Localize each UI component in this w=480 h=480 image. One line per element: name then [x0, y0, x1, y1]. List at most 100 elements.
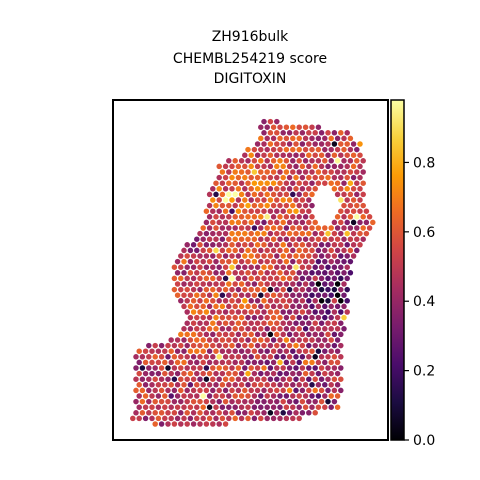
spatial-spot — [341, 214, 347, 220]
spatial-spot — [318, 163, 325, 170]
spatial-spot — [229, 264, 235, 270]
spatial-spot — [354, 247, 360, 254]
spatial-spot — [302, 180, 309, 186]
spatial-spot — [158, 354, 165, 360]
spatial-spot — [360, 191, 366, 198]
spatial-spot — [200, 337, 206, 343]
spatial-spot — [190, 242, 197, 248]
spatial-spot — [242, 354, 248, 360]
spatial-spot — [203, 354, 210, 360]
spatial-spot — [267, 264, 274, 270]
spatial-spot — [322, 292, 328, 298]
spatial-spot — [338, 342, 344, 349]
spatial-spot — [274, 264, 280, 270]
spatial-spot — [222, 421, 229, 427]
spatial-spot — [296, 214, 302, 220]
spatial-spot — [171, 286, 178, 293]
spatial-spot — [190, 376, 197, 382]
spatial-spot — [315, 247, 322, 254]
spatial-spot — [328, 225, 334, 231]
spatial-spot — [290, 404, 296, 410]
spatial-spot — [261, 331, 267, 338]
spatial-spot — [293, 365, 299, 371]
spatial-spot — [306, 174, 312, 181]
spatial-spot — [293, 130, 299, 136]
spatial-spot — [296, 348, 302, 354]
spatial-spot — [286, 253, 293, 259]
spatial-spot — [235, 230, 242, 237]
spatial-spot — [210, 309, 216, 315]
spatial-spot — [325, 342, 331, 349]
spatial-spot — [302, 146, 309, 153]
spatial-spot — [280, 141, 286, 147]
spatial-spot — [190, 410, 197, 416]
spatial-spot — [274, 275, 280, 282]
spatial-spot — [283, 146, 290, 153]
spatial-spot — [206, 202, 213, 209]
spatial-spot — [184, 398, 190, 405]
spatial-spot — [187, 258, 194, 265]
spatial-spot — [357, 197, 363, 203]
spatial-spot — [306, 354, 312, 360]
spatial-spot — [184, 331, 190, 338]
spatial-spot — [206, 370, 213, 377]
spatial-spot — [261, 387, 267, 394]
spatial-spot — [322, 393, 328, 399]
spatial-spot — [270, 191, 277, 198]
spatial-spot — [354, 214, 360, 220]
spatial-spot — [312, 219, 318, 226]
spatial-spot — [267, 174, 274, 181]
spatial-spot — [366, 214, 373, 220]
spatial-spot — [283, 314, 290, 321]
spatial-spot — [315, 326, 322, 332]
spatial-spot — [254, 286, 261, 293]
spatial-spot — [187, 270, 194, 276]
spatial-spot — [306, 298, 312, 304]
spatial-spot — [245, 247, 251, 254]
spatial-spot — [302, 191, 309, 198]
spatial-spot — [238, 326, 245, 332]
spatial-spot — [258, 415, 264, 422]
spatial-spot — [328, 404, 334, 410]
spatial-spot — [299, 320, 306, 326]
spatial-spot — [331, 298, 338, 304]
spatial-spot — [184, 286, 190, 293]
spatial-spot — [168, 348, 174, 354]
spatial-spot — [322, 382, 328, 388]
spatial-spot — [347, 258, 354, 265]
spatial-spot — [293, 208, 299, 214]
spatial-spot — [296, 225, 302, 231]
spatial-spot — [322, 281, 328, 287]
spatial-spot — [331, 309, 338, 315]
spatial-spot — [267, 387, 274, 394]
spatial-spot — [261, 141, 267, 147]
spatial-spot — [203, 421, 210, 427]
spatial-spot — [277, 359, 283, 366]
spatial-spot — [242, 219, 248, 226]
spatial-spot — [338, 387, 344, 394]
spatial-spot — [251, 270, 258, 276]
spatial-spot — [306, 219, 312, 226]
spatial-spot — [325, 242, 331, 248]
spatial-spot — [136, 415, 142, 422]
spatial-spot — [318, 242, 325, 248]
spatial-spot — [299, 387, 306, 394]
spatial-spot — [258, 393, 264, 399]
spatial-spot — [338, 242, 344, 248]
spatial-spot — [155, 359, 162, 366]
spatial-spot — [341, 146, 347, 153]
spatial-spot — [318, 152, 325, 158]
spatial-spot — [254, 376, 261, 382]
spatial-spot — [341, 135, 347, 142]
spatial-spot — [306, 163, 312, 170]
spatial-spot — [309, 370, 315, 377]
spatial-spot — [267, 186, 274, 192]
spatial-spot — [296, 382, 302, 388]
spatial-spot — [296, 202, 302, 209]
spatial-spot — [142, 415, 149, 422]
spatial-spot — [277, 247, 283, 254]
spatial-spot — [142, 382, 149, 388]
spatial-spot — [312, 275, 318, 282]
spatial-spot — [286, 174, 293, 181]
spatial-spot — [238, 415, 245, 422]
